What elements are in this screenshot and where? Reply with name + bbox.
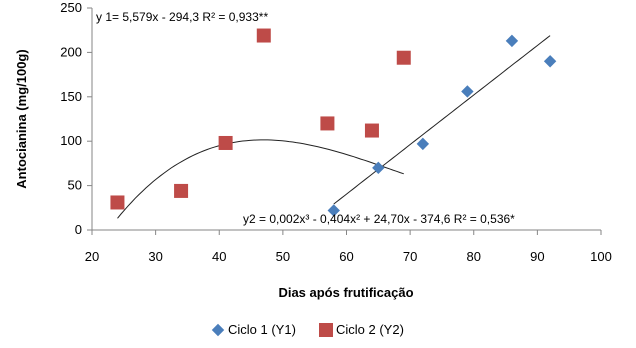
data-markers <box>110 28 557 217</box>
x-tick-label: 80 <box>467 249 481 264</box>
x-tick-label: 40 <box>212 249 226 264</box>
data-point-series-1 <box>543 55 557 68</box>
y-ticks: 0 50 100 150 200 250 <box>60 0 92 237</box>
x-tick-label: 60 <box>339 249 353 264</box>
x-axis-title: Dias após frutificação <box>278 285 413 300</box>
trendline-1 <box>333 35 551 205</box>
y-tick-label: 0 <box>75 222 82 237</box>
data-point-series-2 <box>256 28 271 43</box>
axes <box>91 8 601 231</box>
legend-marker-series-2 <box>319 323 333 337</box>
legend-label-series-2: Ciclo 2 (Y2) <box>336 322 404 337</box>
y-tick-label: 100 <box>60 133 82 148</box>
x-tick-label: 90 <box>530 249 544 264</box>
x-ticks: 20 30 40 50 60 70 80 90 100 <box>85 230 612 264</box>
trendlines <box>117 35 551 219</box>
data-point-series-1 <box>327 204 340 217</box>
data-point-series-1 <box>416 137 430 151</box>
trendline-equation-y2: y2 = 0,002x³ - 0,404x² + 24,70x - 374,6 … <box>243 212 515 226</box>
x-tick-label: 30 <box>148 249 162 264</box>
x-tick-label: 20 <box>85 249 99 264</box>
data-point-series-1 <box>505 34 519 48</box>
trendline-2 <box>117 139 404 219</box>
y-tick-label: 250 <box>60 0 82 15</box>
data-point-series-2 <box>320 116 335 131</box>
x-tick-label: 50 <box>276 249 290 264</box>
data-point-series-1 <box>372 161 385 175</box>
data-point-series-2 <box>174 183 189 198</box>
legend-label-series-1: Ciclo 1 (Y1) <box>228 322 296 337</box>
data-point-series-2 <box>396 50 411 65</box>
x-tick-label: 100 <box>590 249 612 264</box>
legend: Ciclo 1 (Y1) Ciclo 2 (Y2) <box>211 322 404 337</box>
y-tick-label: 200 <box>60 44 82 59</box>
trendline-equation-y1: y 1= 5,579x - 294,3 R² = 0,933** <box>96 10 268 24</box>
y-tick-label: 50 <box>68 178 82 193</box>
legend-marker-series-1 <box>211 323 225 337</box>
data-point-series-2 <box>364 123 379 138</box>
data-point-series-2 <box>110 195 125 210</box>
x-tick-label: 70 <box>403 249 417 264</box>
y-tick-label: 150 <box>60 89 82 104</box>
data-point-series-2 <box>218 135 233 150</box>
data-point-series-1 <box>461 85 474 98</box>
y-axis-title: Antocianina (mg/100g) <box>14 49 29 188</box>
